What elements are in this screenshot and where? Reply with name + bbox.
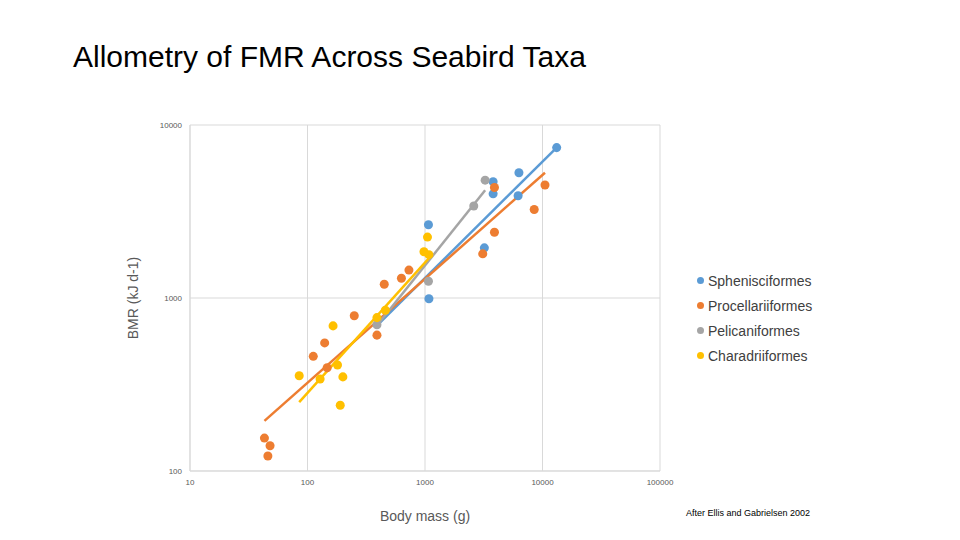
html-text:Sphenisciformes: Sphenisciformes xyxy=(708,272,812,289)
svg-text:1000: 1000 xyxy=(164,294,182,303)
svg-text:Body mass (g): Body mass (g) xyxy=(380,508,470,524)
svg-text:10000: 10000 xyxy=(531,478,554,487)
svg-text:BMR (kJ d-1): BMR (kJ d-1) xyxy=(125,257,141,339)
html-text:Charadriiformes: Charadriiformes xyxy=(708,347,808,364)
html-text:Procellariiformes: Procellariiformes xyxy=(708,297,813,314)
svg-text:10: 10 xyxy=(186,478,195,487)
svg-text:10000: 10000 xyxy=(160,121,183,130)
svg-text:100: 100 xyxy=(301,478,315,487)
svg-text:1000: 1000 xyxy=(416,478,434,487)
html-text:After Ellis and Gabrielsen 200: After Ellis and Gabrielsen 2002 xyxy=(686,508,811,518)
svg-text:100000: 100000 xyxy=(647,478,674,487)
html-text:Allometry of FMR Across Seabir: Allometry of FMR Across Seabird Taxa xyxy=(73,40,586,73)
svg-text:100: 100 xyxy=(169,467,183,476)
html-text:Pelicaniformes: Pelicaniformes xyxy=(708,322,800,339)
